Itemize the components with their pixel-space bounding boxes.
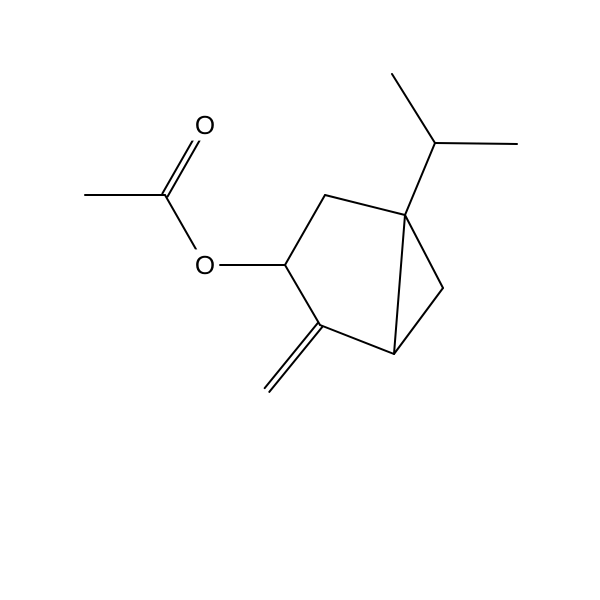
atom-label: O — [195, 110, 215, 140]
atom-label: O — [195, 250, 215, 280]
molecule-diagram: OO — [0, 0, 600, 600]
bond — [435, 143, 517, 144]
